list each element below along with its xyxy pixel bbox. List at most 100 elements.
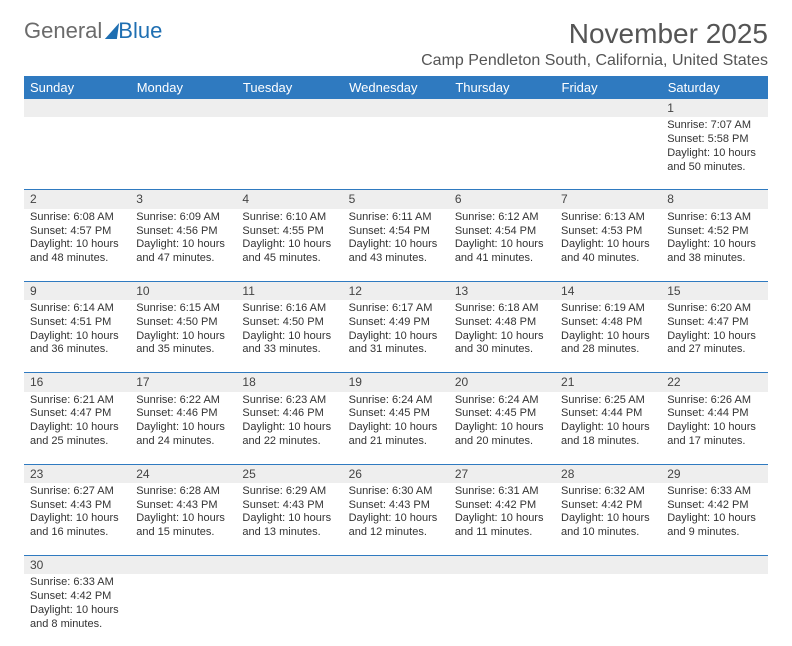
calendar-cell: 4Sunrise: 6:10 AMSunset: 4:55 PMDaylight… bbox=[236, 190, 342, 281]
sunrise-text: Sunrise: 6:25 AM bbox=[561, 394, 655, 408]
sunrise-text: Sunrise: 6:23 AM bbox=[242, 394, 336, 408]
daylight-line2: and 20 minutes. bbox=[455, 435, 549, 449]
sunrise-text: Sunrise: 6:33 AM bbox=[30, 576, 124, 590]
daylight-line1: Daylight: 10 hours bbox=[667, 147, 761, 161]
day-number: 23 bbox=[24, 465, 130, 483]
calendar-cell: 18Sunrise: 6:23 AMSunset: 4:46 PMDayligh… bbox=[236, 373, 342, 464]
daylight-line2: and 11 minutes. bbox=[455, 526, 549, 540]
daylight-line1: Daylight: 10 hours bbox=[561, 238, 655, 252]
day-number: 27 bbox=[449, 465, 555, 483]
calendar-cell: 22Sunrise: 6:26 AMSunset: 4:44 PMDayligh… bbox=[661, 373, 767, 464]
sunrise-text: Sunrise: 6:15 AM bbox=[136, 302, 230, 316]
sunrise-text: Sunrise: 6:16 AM bbox=[242, 302, 336, 316]
calendar-cell: 6Sunrise: 6:12 AMSunset: 4:54 PMDaylight… bbox=[449, 190, 555, 281]
day-number: 5 bbox=[343, 190, 449, 208]
calendar-cell: 5 Sunrise: 6:11 AMSunset: 4:54 PMDaylight… bbox=[343, 190, 449, 281]
daylight-line2: and 31 minutes. bbox=[349, 343, 443, 357]
weekday-header: Monday bbox=[130, 76, 236, 99]
daylight-line2: and 33 minutes. bbox=[242, 343, 336, 357]
sunrise-text: Sunrise: 6:20 AM bbox=[667, 302, 761, 316]
sunset-text: Sunset: 4:54 PM bbox=[455, 225, 549, 239]
sunset-text: Sunset: 4:50 PM bbox=[136, 316, 230, 330]
sunset-text: Sunset: 4:46 PM bbox=[136, 407, 230, 421]
day-number: 2 bbox=[24, 190, 130, 208]
day-number: 26 bbox=[343, 465, 449, 483]
calendar-cell bbox=[24, 99, 130, 190]
day-number bbox=[449, 99, 555, 117]
sunrise-text: Sunrise: 6:12 AM bbox=[455, 211, 549, 225]
day-number bbox=[236, 556, 342, 574]
daylight-line2: and 24 minutes. bbox=[136, 435, 230, 449]
sunset-text: Sunset: 4:43 PM bbox=[349, 499, 443, 513]
calendar-cell: 13Sunrise: 6:18 AMSunset: 4:48 PMDayligh… bbox=[449, 281, 555, 372]
daylight-line1: Daylight: 10 hours bbox=[561, 330, 655, 344]
calendar-cell: 7Sunrise: 6:13 AMSunset: 4:53 PMDaylight… bbox=[555, 190, 661, 281]
day-number bbox=[555, 99, 661, 117]
sunset-text: Sunset: 4:52 PM bbox=[667, 225, 761, 239]
location-subtitle: Camp Pendleton South, California, United… bbox=[421, 52, 768, 70]
day-number: 6 bbox=[449, 190, 555, 208]
daylight-line2: and 40 minutes. bbox=[561, 252, 655, 266]
daylight-line1: Daylight: 10 hours bbox=[30, 512, 124, 526]
day-number bbox=[343, 556, 449, 574]
day-number: 1 bbox=[661, 99, 767, 117]
calendar-cell: 23Sunrise: 6:27 AMSunset: 4:43 PMDayligh… bbox=[24, 464, 130, 555]
calendar-cell bbox=[236, 99, 342, 190]
daylight-line1: Daylight: 10 hours bbox=[561, 421, 655, 435]
daylight-line2: and 9 minutes. bbox=[667, 526, 761, 540]
sunrise-text: Sunrise: 6:26 AM bbox=[667, 394, 761, 408]
daylight-line1: Daylight: 10 hours bbox=[667, 238, 761, 252]
weekday-header-row: SundayMondayTuesdayWednesdayThursdayFrid… bbox=[24, 76, 768, 99]
daylight-line1: Daylight: 10 hours bbox=[349, 512, 443, 526]
sunrise-text: Sunrise: 6:17 AM bbox=[349, 302, 443, 316]
daylight-line2: and 21 minutes. bbox=[349, 435, 443, 449]
calendar-cell: 14Sunrise: 6:19 AMSunset: 4:48 PMDayligh… bbox=[555, 281, 661, 372]
sunset-text: Sunset: 4:43 PM bbox=[242, 499, 336, 513]
calendar-cell: 16Sunrise: 6:21 AMSunset: 4:47 PMDayligh… bbox=[24, 373, 130, 464]
sunrise-text: Sunrise: 6:32 AM bbox=[561, 485, 655, 499]
day-number: 7 bbox=[555, 190, 661, 208]
sunset-text: Sunset: 4:45 PM bbox=[455, 407, 549, 421]
daylight-line2: and 18 minutes. bbox=[561, 435, 655, 449]
daylight-line2: and 17 minutes. bbox=[667, 435, 761, 449]
calendar-cell: 20Sunrise: 6:24 AMSunset: 4:45 PMDayligh… bbox=[449, 373, 555, 464]
daylight-line2: and 38 minutes. bbox=[667, 252, 761, 266]
daylight-line1: Daylight: 10 hours bbox=[242, 421, 336, 435]
calendar-cell bbox=[555, 99, 661, 190]
calendar-cell: 28Sunrise: 6:32 AMSunset: 4:42 PMDayligh… bbox=[555, 464, 661, 555]
day-number: 18 bbox=[236, 373, 342, 391]
calendar-cell bbox=[661, 555, 767, 646]
daylight-line1: Daylight: 10 hours bbox=[667, 512, 761, 526]
calendar-cell: 3Sunrise: 6:09 AMSunset: 4:56 PMDaylight… bbox=[130, 190, 236, 281]
calendar-cell: 2Sunrise: 6:08 AMSunset: 4:57 PMDaylight… bbox=[24, 190, 130, 281]
daylight-line1: Daylight: 10 hours bbox=[349, 238, 443, 252]
calendar-cell: 9Sunrise: 6:14 AMSunset: 4:51 PMDaylight… bbox=[24, 281, 130, 372]
calendar-cell: 17Sunrise: 6:22 AMSunset: 4:46 PMDayligh… bbox=[130, 373, 236, 464]
logo-text-blue: Blue bbox=[118, 18, 162, 44]
daylight-line2: and 13 minutes. bbox=[242, 526, 336, 540]
calendar-cell: 8Sunrise: 6:13 AMSunset: 4:52 PMDaylight… bbox=[661, 190, 767, 281]
daylight-line1: Daylight: 10 hours bbox=[30, 330, 124, 344]
weekday-header: Sunday bbox=[24, 76, 130, 99]
sunrise-text: Sunrise: 6:11 AM bbox=[349, 211, 443, 225]
calendar-cell: 29Sunrise: 6:33 AMSunset: 4:42 PMDayligh… bbox=[661, 464, 767, 555]
logo: General Blue bbox=[24, 18, 162, 44]
weekday-header: Thursday bbox=[449, 76, 555, 99]
day-number bbox=[236, 99, 342, 117]
day-number: 11 bbox=[236, 282, 342, 300]
calendar-cell: 1Sunrise: 7:07 AMSunset: 5:58 PMDaylight… bbox=[661, 99, 767, 190]
sunset-text: Sunset: 4:54 PM bbox=[349, 225, 443, 239]
calendar-cell bbox=[130, 99, 236, 190]
day-number: 30 bbox=[24, 556, 130, 574]
daylight-line1: Daylight: 10 hours bbox=[242, 238, 336, 252]
daylight-line1: Daylight: 10 hours bbox=[349, 330, 443, 344]
daylight-line1: Daylight: 10 hours bbox=[136, 330, 230, 344]
daylight-line1: Daylight: 10 hours bbox=[136, 421, 230, 435]
day-number: 9 bbox=[24, 282, 130, 300]
sunset-text: Sunset: 4:43 PM bbox=[136, 499, 230, 513]
day-number: 28 bbox=[555, 465, 661, 483]
calendar-cell: 27Sunrise: 6:31 AMSunset: 4:42 PMDayligh… bbox=[449, 464, 555, 555]
calendar-cell bbox=[236, 555, 342, 646]
sunset-text: Sunset: 4:47 PM bbox=[30, 407, 124, 421]
daylight-line2: and 27 minutes. bbox=[667, 343, 761, 357]
